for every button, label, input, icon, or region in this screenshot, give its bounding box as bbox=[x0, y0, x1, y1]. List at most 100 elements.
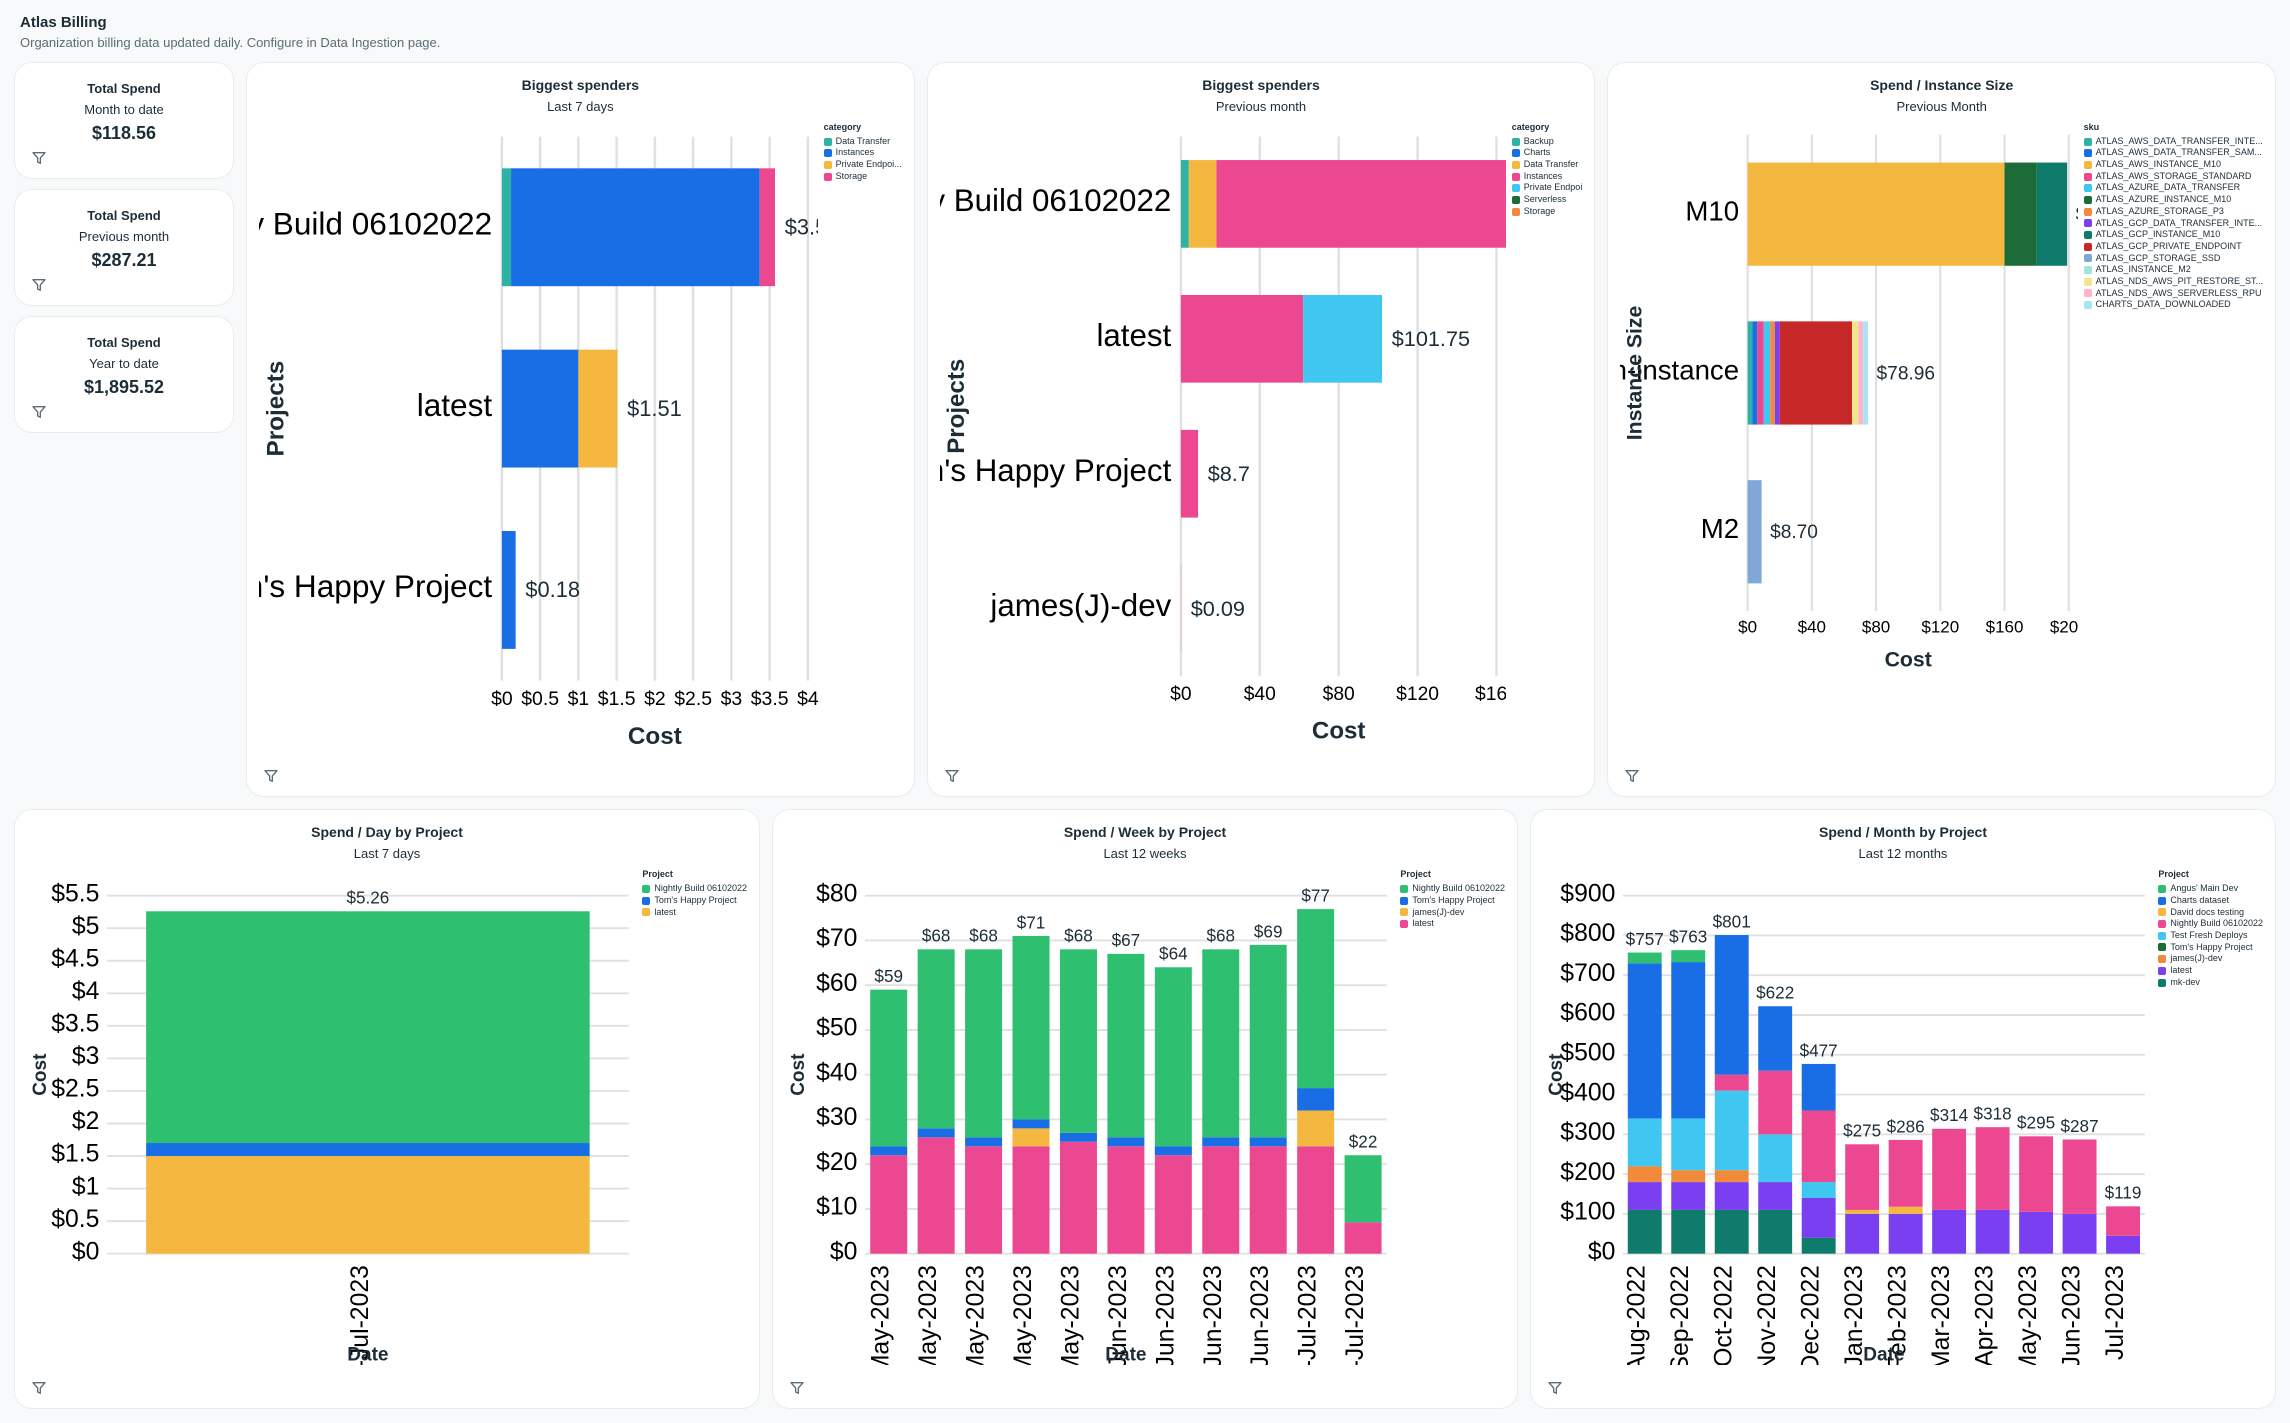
legend-item[interactable]: ATLAS_AWS_DATA_TRANSFER_SAM... bbox=[2084, 147, 2263, 159]
bar-segment[interactable] bbox=[1671, 963, 1705, 1119]
bar-segment[interactable] bbox=[2019, 1212, 2053, 1254]
bar-segment[interactable] bbox=[1802, 1111, 1836, 1183]
bar-segment[interactable] bbox=[1671, 1183, 1705, 1211]
legend-item[interactable]: Serverless bbox=[1512, 194, 1583, 206]
legend-item[interactable]: Tom's Happy Project bbox=[642, 895, 747, 907]
bar-segment[interactable] bbox=[1216, 160, 1506, 248]
legend-item[interactable]: ATLAS_NDS_AWS_SERVERLESS_RPU bbox=[2084, 288, 2263, 300]
bar-segment[interactable] bbox=[1770, 321, 1775, 424]
bar-segment[interactable] bbox=[502, 168, 511, 286]
filter-icon[interactable] bbox=[31, 277, 47, 293]
legend-item[interactable]: james(J)-dev bbox=[2158, 953, 2263, 965]
legend-item[interactable]: latest bbox=[2158, 965, 2263, 977]
bar-segment[interactable] bbox=[1859, 321, 1864, 424]
bar-segment[interactable] bbox=[1202, 1138, 1239, 1147]
bar-segment[interactable] bbox=[1715, 1171, 1749, 1183]
bar-segment[interactable] bbox=[1628, 1183, 1662, 1211]
bar-segment[interactable] bbox=[1748, 163, 2005, 266]
bar-segment[interactable] bbox=[1802, 1064, 1836, 1111]
legend-item[interactable]: latest bbox=[642, 907, 747, 919]
filter-icon[interactable] bbox=[789, 1380, 805, 1396]
bar-segment[interactable] bbox=[1155, 968, 1192, 1147]
legend-item[interactable]: Nightly Build 06102022 bbox=[2158, 918, 2263, 930]
legend-item[interactable]: ATLAS_AWS_DATA_TRANSFER_INTE... bbox=[2084, 136, 2263, 148]
bar-segment[interactable] bbox=[1297, 1147, 1334, 1254]
bar-segment[interactable] bbox=[1013, 936, 1050, 1119]
bar-segment[interactable] bbox=[1628, 953, 1662, 964]
legend-item[interactable]: Charts bbox=[1512, 147, 1583, 159]
bar-segment[interactable] bbox=[2005, 163, 2037, 266]
legend-item[interactable]: Nightly Build 06102022 bbox=[1400, 883, 1505, 895]
bar-segment[interactable] bbox=[1013, 1120, 1050, 1129]
legend-item[interactable]: james(J)-dev bbox=[1400, 907, 1505, 919]
bar-segment[interactable] bbox=[511, 168, 760, 286]
legend-item[interactable]: Test Fresh Deploys bbox=[2158, 930, 2263, 942]
bar-segment[interactable] bbox=[2063, 1214, 2097, 1254]
bar-segment[interactable] bbox=[1775, 321, 1780, 424]
bar-segment[interactable] bbox=[918, 950, 955, 1129]
bar-segment[interactable] bbox=[1889, 1207, 1923, 1214]
bar-segment[interactable] bbox=[1889, 1214, 1923, 1254]
bar-segment[interactable] bbox=[1181, 295, 1303, 383]
bar-segment[interactable] bbox=[1753, 321, 1758, 424]
bar-segment[interactable] bbox=[2106, 1236, 2140, 1254]
bar-segment[interactable] bbox=[1748, 321, 1753, 424]
bar-segment[interactable] bbox=[1060, 950, 1097, 1133]
legend-item[interactable]: Nightly Build 06102022 bbox=[642, 883, 747, 895]
bar-segment[interactable] bbox=[1107, 1147, 1144, 1254]
bar-segment[interactable] bbox=[1181, 160, 1189, 248]
legend-item[interactable]: ATLAS_NDS_AWS_PIT_RESTORE_ST... bbox=[2084, 276, 2263, 288]
bar-segment[interactable] bbox=[1107, 1138, 1144, 1147]
bar-segment[interactable] bbox=[1297, 1089, 1334, 1111]
bar-segment[interactable] bbox=[1715, 936, 1749, 1076]
bar-segment[interactable] bbox=[1715, 1091, 1749, 1171]
bar-segment[interactable] bbox=[1845, 1210, 1879, 1214]
bar-segment[interactable] bbox=[2019, 1137, 2053, 1213]
bar-segment[interactable] bbox=[1107, 954, 1144, 1137]
legend-item[interactable]: ATLAS_AZURE_INSTANCE_M10 bbox=[2084, 194, 2263, 206]
bar-segment[interactable] bbox=[870, 990, 907, 1147]
bar-segment[interactable] bbox=[1250, 1147, 1287, 1254]
legend-item[interactable]: latest bbox=[1400, 918, 1505, 930]
bar-segment[interactable] bbox=[1202, 1147, 1239, 1254]
bar-segment[interactable] bbox=[1802, 1238, 1836, 1254]
bar-segment[interactable] bbox=[578, 350, 617, 468]
bar-segment[interactable] bbox=[1764, 321, 1770, 424]
legend-item[interactable]: mk-dev bbox=[2158, 977, 2263, 989]
bar-segment[interactable] bbox=[1297, 910, 1334, 1089]
bar-segment[interactable] bbox=[1155, 1147, 1192, 1156]
bar-segment[interactable] bbox=[2037, 163, 2068, 266]
bar-segment[interactable] bbox=[1845, 1145, 1879, 1211]
bar-segment[interactable] bbox=[1250, 945, 1287, 1137]
bar-segment[interactable] bbox=[1671, 951, 1705, 963]
filter-icon[interactable] bbox=[944, 768, 960, 784]
bar-segment[interactable] bbox=[1889, 1140, 1923, 1207]
bar-segment[interactable] bbox=[1932, 1129, 1966, 1210]
bar-segment[interactable] bbox=[502, 531, 516, 649]
bar-segment[interactable] bbox=[1932, 1210, 1966, 1254]
bar-segment[interactable] bbox=[1802, 1183, 1836, 1199]
legend-item[interactable]: ATLAS_GCP_INSTANCE_M10 bbox=[2084, 229, 2263, 241]
legend-item[interactable]: Charts dataset bbox=[2158, 895, 2263, 907]
bar-segment[interactable] bbox=[1758, 321, 1764, 424]
bar-segment[interactable] bbox=[1202, 950, 1239, 1138]
bar-segment[interactable] bbox=[870, 1147, 907, 1156]
filter-icon[interactable] bbox=[31, 1380, 47, 1396]
legend-item[interactable]: ATLAS_AWS_STORAGE_STANDARD bbox=[2084, 171, 2263, 183]
bar-segment[interactable] bbox=[1013, 1147, 1050, 1254]
filter-icon[interactable] bbox=[263, 768, 279, 784]
bar-segment[interactable] bbox=[1250, 1138, 1287, 1147]
bar-segment[interactable] bbox=[1976, 1210, 2010, 1254]
filter-icon[interactable] bbox=[1547, 1380, 1563, 1396]
legend-item[interactable]: Instances bbox=[1512, 171, 1583, 183]
legend-item[interactable]: Backup bbox=[1512, 136, 1583, 148]
filter-icon[interactable] bbox=[1624, 768, 1640, 784]
legend-item[interactable]: Private Endpoi... bbox=[824, 159, 902, 171]
legend-item[interactable]: Angus' Main Dev bbox=[2158, 883, 2263, 895]
bar-segment[interactable] bbox=[146, 1157, 590, 1255]
bar-segment[interactable] bbox=[1155, 1156, 1192, 1254]
bar-segment[interactable] bbox=[1802, 1198, 1836, 1238]
bar-segment[interactable] bbox=[1188, 160, 1216, 248]
bar-segment[interactable] bbox=[1345, 1156, 1382, 1223]
bar-segment[interactable] bbox=[1715, 1210, 1749, 1254]
